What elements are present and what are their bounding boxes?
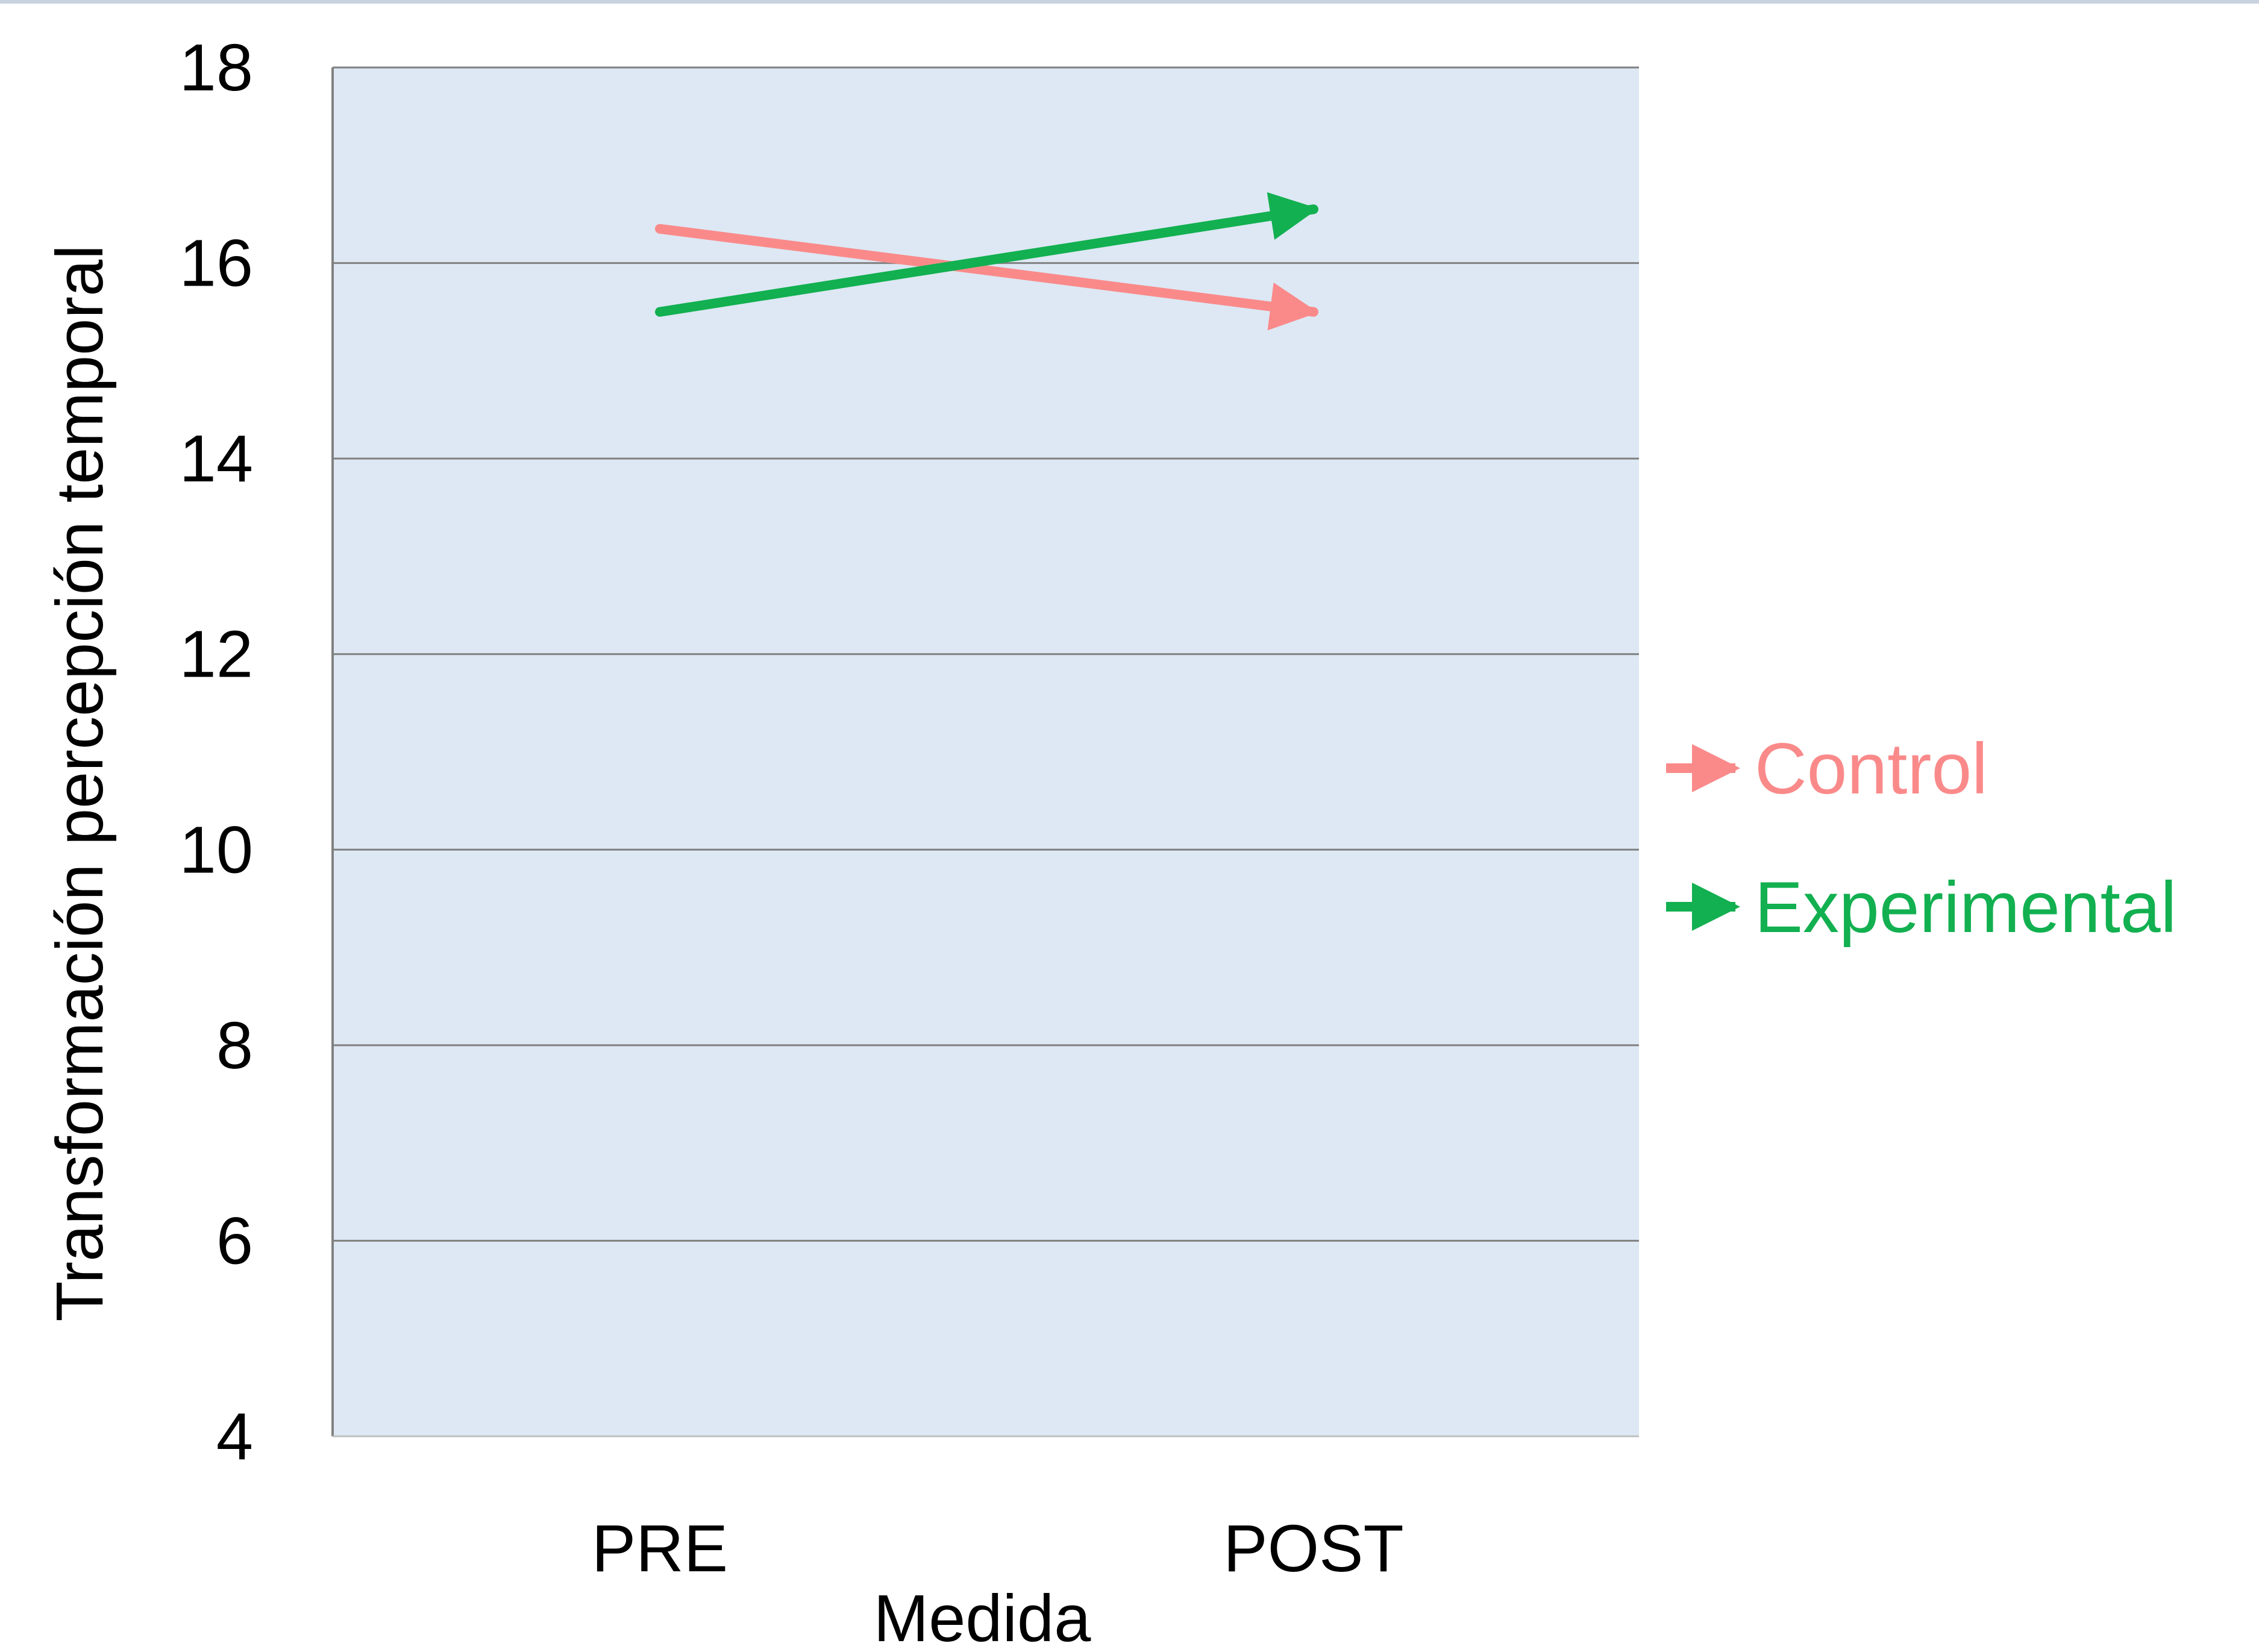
y-axis-title: Transformación percepción temporal: [43, 245, 117, 1321]
x-axis-title: Medida: [874, 1582, 1092, 1649]
y-tick-label: 6: [216, 1204, 253, 1278]
y-tick-label: 8: [216, 1009, 253, 1083]
y-tick-label: 16: [180, 227, 253, 301]
x-tick-label: POST: [1223, 1512, 1404, 1586]
y-tick-label: 4: [216, 1400, 253, 1474]
x-tick-label: PRE: [592, 1512, 728, 1586]
series-line-experimental: [655, 192, 1318, 317]
plot-area: [333, 67, 1639, 1436]
gridlines: [333, 66, 1639, 1242]
legend-label: Experimental: [1755, 867, 2176, 948]
y-tick-labels: 4 6 8 10 12 14 16 18: [180, 31, 253, 1474]
y-tick-label: 12: [180, 618, 253, 692]
legend-item-control: Control: [1666, 728, 1988, 809]
legend-item-experimental: Experimental: [1666, 867, 2176, 948]
legend-label: Control: [1755, 728, 1988, 809]
x-tick-labels: PRE POST: [592, 1512, 1404, 1586]
y-tick-label: 10: [180, 813, 253, 887]
y-tick-label: 18: [180, 31, 253, 105]
legend: Control Experimental: [1666, 728, 2176, 948]
series-lines: [655, 192, 1318, 331]
y-tick-label: 14: [180, 422, 253, 496]
series-line-control: [655, 224, 1318, 331]
